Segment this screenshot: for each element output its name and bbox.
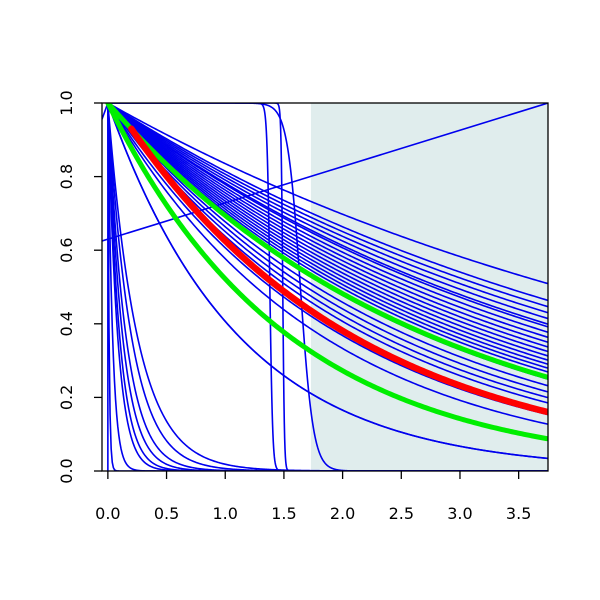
x-axis: 0.0 0.5 1.0 1.5 2.0 2.5 3.0 3.5 (95, 471, 531, 523)
x-tick-label: 0.0 (95, 504, 120, 523)
sample-curve-12 (107, 103, 548, 353)
steep-curve-3 (107, 103, 548, 471)
x-tick-label: 2.0 (330, 504, 355, 523)
y-tick-label: 0.4 (57, 311, 76, 336)
band-curve-2 (105, 103, 548, 442)
x-tick-label: 3.0 (447, 504, 472, 523)
x-tick-label: 1.5 (271, 504, 296, 523)
mean-curve (128, 125, 548, 416)
x-tick-label: 2.5 (389, 504, 414, 523)
sample-curve-24 (107, 103, 548, 425)
x-tick-label: 3.5 (506, 504, 531, 523)
steep-curve-4 (107, 103, 548, 471)
peak-curve (102, 103, 548, 460)
y-tick-label: 0.6 (57, 237, 76, 262)
sample-curve-15 (107, 103, 548, 366)
sample-curve-13 (107, 103, 548, 357)
x-tick-label: 0.5 (154, 504, 179, 523)
sample-curve-8 (107, 103, 548, 333)
x-tick-label: 1.0 (213, 504, 238, 523)
sample-curve-10 (107, 103, 548, 343)
sample-curve-19 (107, 103, 548, 387)
sample-curve-20 (107, 103, 548, 393)
y-axis: 0.0 0.2 0.4 0.6 0.8 1.0 (57, 90, 102, 484)
sample-curve-7 (107, 103, 548, 328)
sample-curve-14 (107, 103, 548, 361)
sample-curve-11 (107, 103, 548, 348)
step-curve-3 (107, 103, 548, 471)
y-tick-label: 0.0 (57, 458, 76, 483)
plot-frame (101, 102, 549, 472)
sample-curve-4 (107, 103, 548, 314)
y-tick-label: 0.8 (57, 164, 76, 189)
sample-curve-6 (107, 103, 548, 325)
sample-curve-16 (107, 103, 548, 369)
sample-curve-5 (107, 103, 548, 320)
y-tick-label: 0.2 (57, 385, 76, 410)
sample-curve-3 (107, 103, 548, 308)
sample-curve-1 (107, 103, 548, 285)
band-curve-1 (105, 103, 548, 380)
y-tick-label: 1.0 (57, 90, 76, 115)
sample-curve-2 (107, 103, 548, 302)
sample-curve-9 (107, 103, 548, 339)
